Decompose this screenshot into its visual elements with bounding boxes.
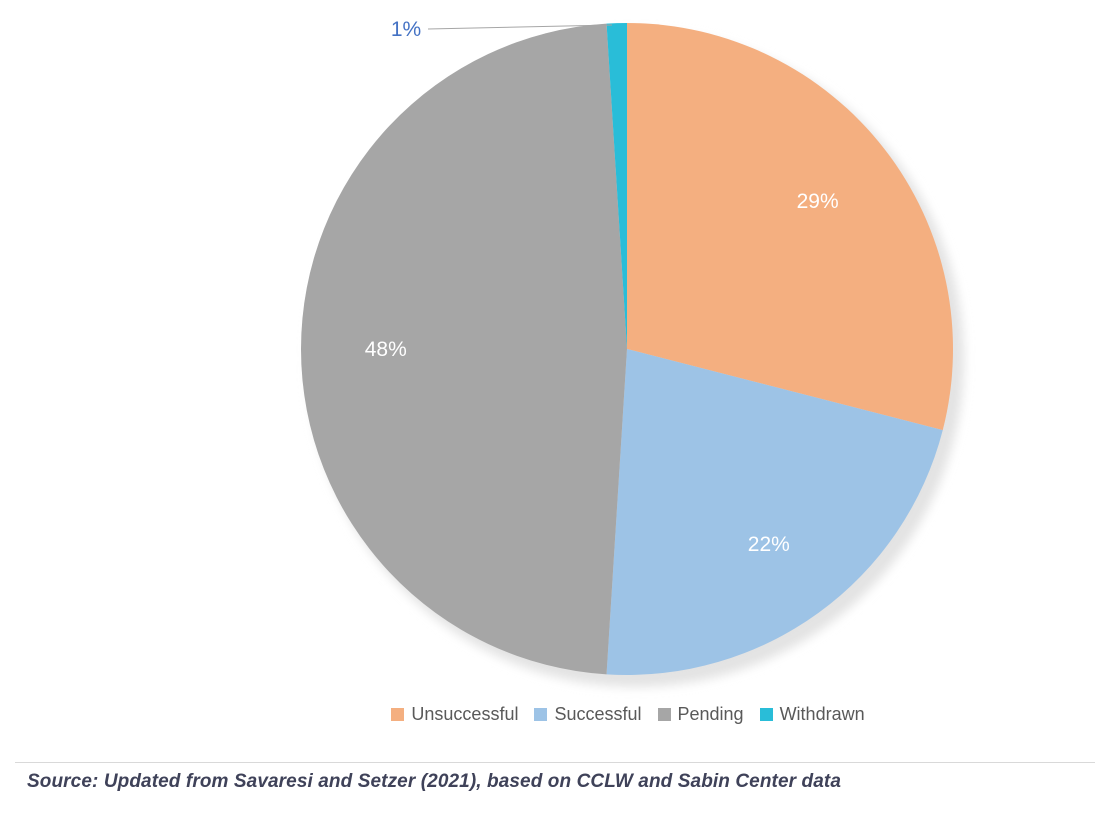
chart-legend: Unsuccessful Successful Pending Withdraw… (73, 704, 1110, 725)
source-note: Source: Updated from Savaresi and Setzer… (27, 771, 841, 792)
pie-slice-successful (606, 349, 943, 675)
pie-label-withdrawn: 1% (391, 18, 421, 41)
legend-item-successful: Successful (534, 704, 642, 725)
legend-swatch-withdrawn-icon (759, 708, 773, 721)
pie-label-pending: 48% (365, 338, 407, 361)
pie-slice-pending (301, 23, 627, 675)
legend-label-unsuccessful: Unsuccessful (411, 704, 519, 724)
legend-swatch-successful-icon (534, 708, 548, 721)
legend-label-withdrawn: Withdrawn (779, 704, 865, 724)
legend-item-unsuccessful: Unsuccessful (391, 704, 518, 725)
legend-label-pending: Pending (677, 704, 744, 724)
pie-label-successful: 22% (748, 533, 790, 556)
legend-swatch-pending-icon (657, 708, 671, 721)
pie-label-unsuccessful: 29% (797, 190, 839, 213)
divider-line (15, 762, 1095, 763)
leader-line (427, 24, 613, 30)
legend-item-withdrawn: Withdrawn (759, 704, 865, 725)
legend-swatch-unsuccessful-icon (391, 708, 405, 721)
pie-slice-unsuccessful (627, 23, 953, 431)
pie-slice-withdrawn (606, 23, 627, 349)
legend-label-successful: Successful (554, 704, 642, 724)
legend-item-pending: Pending (657, 704, 744, 725)
